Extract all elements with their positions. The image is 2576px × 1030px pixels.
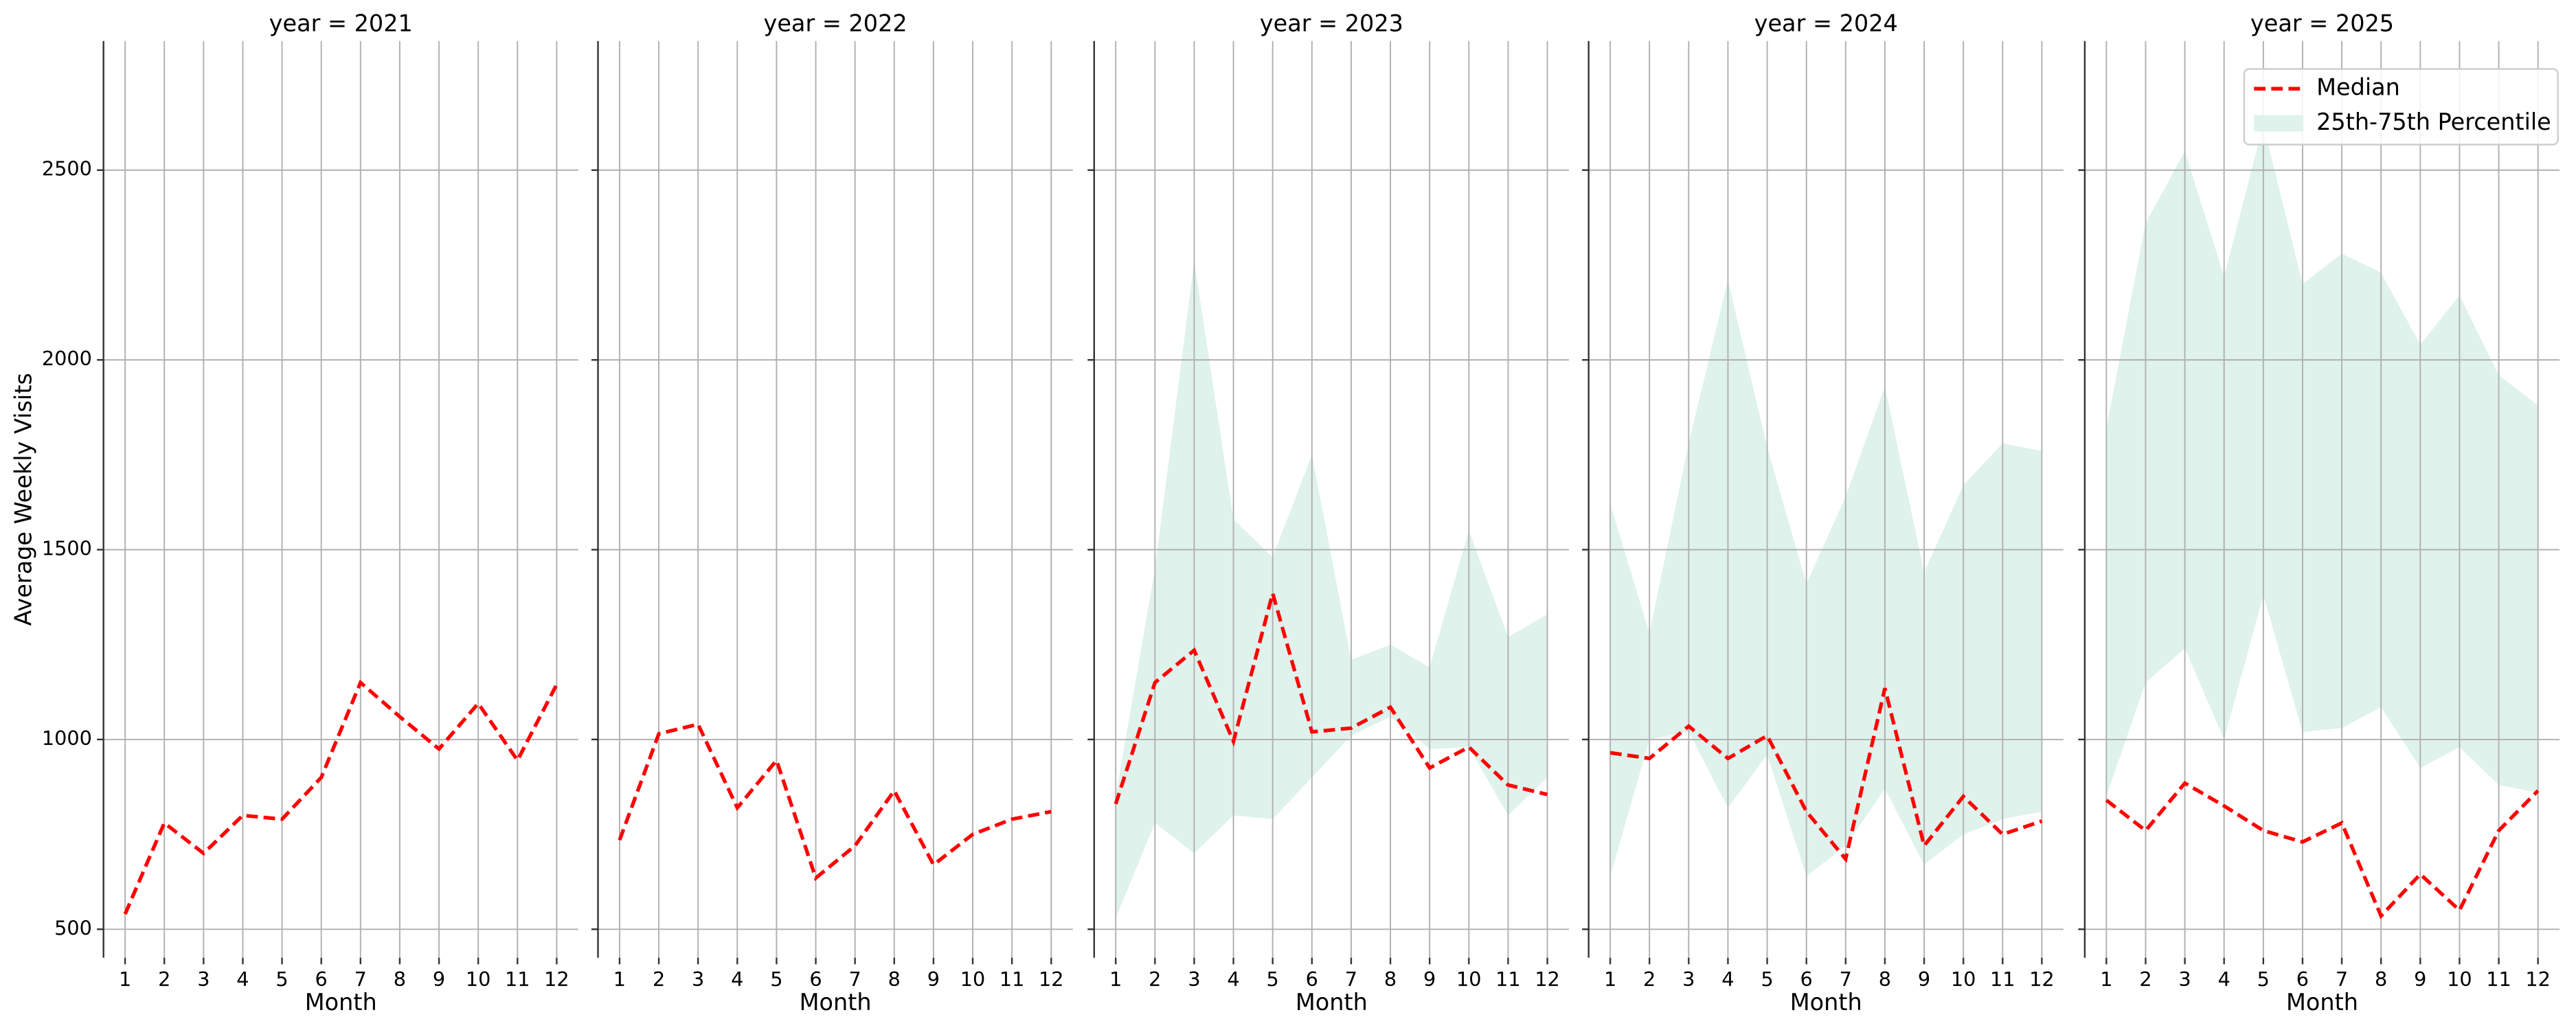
x-tick-label: 12 — [2525, 968, 2551, 991]
x-axis-label: Month — [1790, 989, 1862, 1016]
x-tick-label: 5 — [770, 968, 782, 991]
y-tick-label: 500 — [54, 916, 92, 939]
x-tick-label: 7 — [2336, 968, 2348, 991]
x-tick-label: 3 — [1188, 968, 1200, 991]
x-tick-label: 10 — [466, 968, 491, 991]
x-tick-label: 12 — [2029, 968, 2055, 991]
x-tick-label: 9 — [1918, 968, 1930, 991]
x-tick-label: 3 — [197, 968, 210, 991]
legend-label: 25th-75th Percentile — [2316, 108, 2551, 135]
x-tick-label: 4 — [1721, 968, 1734, 991]
median-line — [1114, 586, 1548, 805]
median-line — [618, 722, 1052, 882]
y-axis-label: Average Weekly Visits — [10, 373, 36, 626]
y-tick-label: 1500 — [42, 537, 92, 560]
x-tick-label: 9 — [433, 968, 445, 991]
x-tick-label: 2 — [158, 968, 170, 991]
x-tick-label: 6 — [1306, 968, 1318, 991]
x-tick-label: 10 — [2447, 968, 2472, 991]
x-tick-label: 12 — [1039, 968, 1064, 991]
x-tick-label: 9 — [2414, 968, 2426, 991]
x-tick-label: 2 — [1149, 968, 1161, 991]
x-tick-label: 12 — [544, 968, 569, 991]
facet-title: year = 2024 — [1754, 10, 1898, 36]
x-tick-label: 11 — [1495, 968, 1521, 991]
x-tick-label: 7 — [1345, 968, 1357, 991]
facet-title: year = 2023 — [1260, 10, 1403, 36]
x-tick-label: 8 — [1879, 968, 1891, 991]
x-axis-label: Month — [1296, 989, 1368, 1016]
x-tick-label: 1 — [1604, 968, 1616, 991]
x-tick-label: 7 — [849, 968, 861, 991]
x-tick-label: 6 — [2296, 968, 2309, 991]
y-tick-label: 2500 — [42, 157, 92, 181]
x-tick-label: 10 — [960, 968, 986, 991]
x-tick-label: 8 — [1384, 968, 1397, 991]
x-tick-label: 8 — [2375, 968, 2387, 991]
x-tick-label: 2 — [1643, 968, 1656, 991]
x-tick-label: 10 — [1951, 968, 1976, 991]
x-tick-label: 5 — [2257, 968, 2270, 991]
facet-title: year = 2025 — [2250, 10, 2394, 36]
x-tick-label: 4 — [236, 968, 249, 991]
percentile-band — [1116, 261, 1548, 918]
legend: Median 25th-75th Percentile — [2243, 68, 2559, 146]
x-tick-label: 8 — [394, 968, 406, 991]
x-tick-label: 1 — [613, 968, 626, 991]
x-tick-label: 10 — [1456, 968, 1482, 991]
legend-label: Median — [2316, 74, 2400, 101]
y-tick-label: 1000 — [42, 726, 92, 750]
x-tick-label: 6 — [1800, 968, 1813, 991]
x-tick-label: 7 — [1840, 968, 1852, 991]
x-tick-label: 5 — [1267, 968, 1279, 991]
x-tick-label: 3 — [1682, 968, 1695, 991]
x-tick-label: 1 — [1109, 968, 1122, 991]
x-tick-label: 6 — [809, 968, 822, 991]
x-tick-label: 12 — [1535, 968, 1560, 991]
facet-title: year = 2022 — [764, 10, 907, 36]
x-tick-label: 5 — [275, 968, 288, 991]
percentile-band — [1610, 280, 2042, 876]
x-tick-label: 11 — [505, 968, 530, 991]
x-axis-label: Month — [2286, 989, 2358, 1016]
median-line — [123, 679, 558, 915]
median-line — [2105, 781, 2540, 919]
x-tick-label: 9 — [1423, 968, 1436, 991]
x-tick-label: 11 — [2486, 968, 2511, 991]
median-line — [1609, 687, 2043, 863]
x-tick-label: 1 — [119, 968, 131, 991]
x-tick-label: 11 — [999, 968, 1025, 991]
x-tick-label: 8 — [888, 968, 901, 991]
x-tick-label: 3 — [692, 968, 704, 991]
x-tick-label: 1 — [2100, 968, 2112, 991]
x-tick-label: 2 — [2139, 968, 2151, 991]
facet-title: year = 2021 — [269, 10, 413, 36]
legend-swatch — [2254, 115, 2303, 132]
x-tick-label: 2 — [653, 968, 665, 991]
x-tick-label: 11 — [1990, 968, 2015, 991]
x-tick-label: 7 — [354, 968, 367, 991]
y-tick-label: 2000 — [42, 347, 92, 370]
x-axis-label: Month — [305, 989, 377, 1016]
x-tick-label: 6 — [315, 968, 328, 991]
percentile-band — [2106, 124, 2538, 797]
x-tick-label: 4 — [2218, 968, 2230, 991]
x-tick-label: 4 — [731, 968, 743, 991]
x-tick-label: 5 — [1761, 968, 1773, 991]
x-tick-label: 4 — [1227, 968, 1239, 991]
x-tick-label: 9 — [927, 968, 940, 991]
x-axis-label: Month — [800, 989, 872, 1016]
legend-frame — [2243, 68, 2559, 146]
x-tick-label: 3 — [2178, 968, 2191, 991]
